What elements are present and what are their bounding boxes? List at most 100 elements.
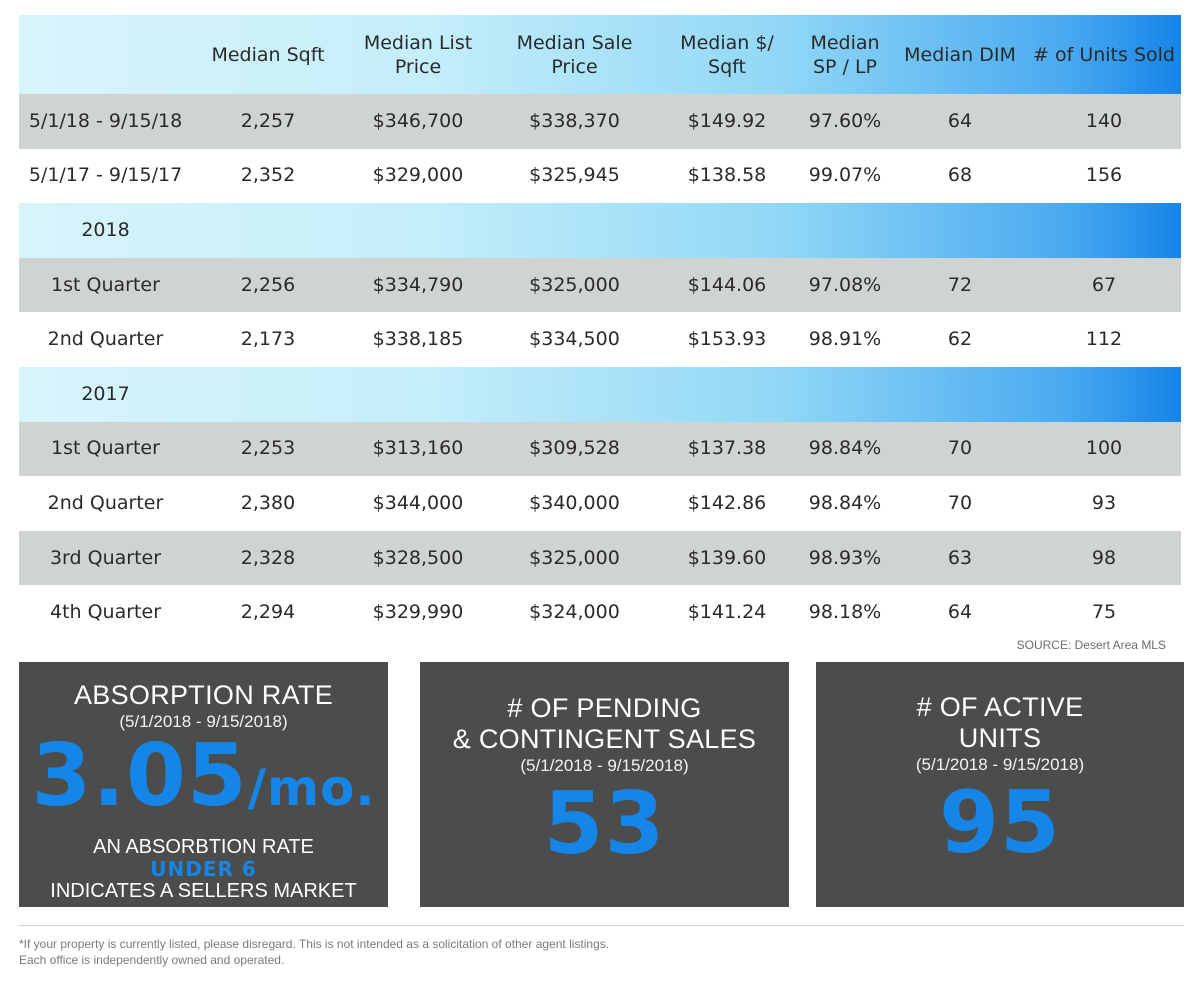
median-sale-price-cell: $334,500 [529,328,620,351]
absorption-value: 3.05/mo. [19,730,388,834]
table-row: 2nd Quarter 2,173 $338,185 $334,500 $153.93 9… [19,312,1181,367]
median-price-per-sqft-cell: $141.24 [687,601,767,624]
absorption-dates: (5/1/2018 - 9/15/2018) [119,712,288,731]
absorption-line1: AN ABSORBTION RATE [93,836,314,858]
median-sale-price-cell: $338,370 [529,109,620,132]
median-sqft-cell: 2,328 [240,546,296,569]
units-sold-cell: 140 [1085,109,1123,132]
header-median-list-price: Median List Price [344,15,492,94]
header-median-dim: Median DIM [904,43,1016,66]
footer-divider [19,925,1184,926]
header-line: Price [551,55,598,78]
median-sp-lp-cell: 98.91% [808,328,882,351]
row-label-cell: 1st Quarter [51,437,160,460]
year-section-row: 2017 [19,366,1181,422]
median-price-per-sqft-cell: $137.38 [687,437,767,460]
median-price-per-sqft-cell: $149.92 [687,109,767,132]
median-dim-cell: 68 [947,164,973,187]
table-row: 1st Quarter 2,256 $334,790 $325,000 $144.06 9… [19,257,1181,313]
row-label-cell: 5/1/17 - 9/15/17 [28,164,183,187]
median-list-price-cell: $338,185 [372,328,464,351]
table-row: 2nd Quarter 2,380 $344,000 $340,000 $142.86 9… [19,476,1181,531]
header-median-sale-price: Median Sale Price [492,15,657,94]
median-dim-cell: 62 [947,328,973,351]
median-sp-lp-cell: 97.08% [808,273,882,296]
disclaimer-line2: Each office is independently owned and o… [19,953,285,967]
year-label: 2018 [81,219,130,242]
units-sold-cell: 100 [1085,437,1123,460]
absorption-number: 3.05 [31,726,248,826]
header-line: Sqft [708,55,746,78]
median-list-price-cell: $328,500 [372,546,464,569]
pending-sales-panel: # OF PENDING & CONTINGENT SALES (5/1/201… [420,662,789,907]
row-label-cell: 1st Quarter [51,273,160,296]
header-units-sold: # of Units Sold [1033,43,1175,66]
median-sqft-cell: 2,380 [240,491,296,514]
median-dim-cell: 64 [947,601,973,624]
median-sqft-cell: 2,173 [240,328,296,351]
median-sp-lp-cell: 98.84% [808,491,882,514]
year-section-row: 2018 [19,203,1181,258]
units-sold-cell: 67 [1091,273,1117,296]
median-list-price-cell: $313,160 [372,437,464,460]
header-line: SP / LP [812,55,878,78]
median-list-price-cell: $344,000 [372,491,464,514]
median-sp-lp-cell: 98.93% [808,546,882,569]
header-line: Median List [363,31,473,54]
table-body: 5/1/18 - 9/15/18 2,257 $346,700 $338,370 $14… [19,94,1181,640]
median-dim-cell: 64 [947,109,973,132]
units-sold-cell: 93 [1091,491,1117,514]
units-sold-cell: 112 [1085,328,1123,351]
disclaimer: *If your property is currently listed, p… [19,936,609,968]
table-row: 5/1/18 - 9/15/18 2,257 $346,700 $338,370 $14… [19,94,1181,149]
pending-title-line2: & CONTINGENT SALES [452,724,757,754]
absorption-rate-panel: ABSORPTION RATE (5/1/2018 - 9/15/2018) 3… [19,662,388,907]
median-sp-lp-cell: 98.84% [808,437,882,460]
median-list-price-cell: $346,700 [372,109,464,132]
median-sp-lp-cell: 99.07% [808,164,882,187]
median-sale-price-cell: $324,000 [529,601,620,624]
median-list-price-cell: $334,790 [372,273,464,296]
row-label-cell: 5/1/18 - 9/15/18 [28,109,183,132]
active-title-line2: UNITS [958,723,1042,753]
median-sqft-cell: 2,256 [240,273,296,296]
header-line: Median [810,31,880,54]
market-stats-table: Median Sqft Median List Price Median Sale… [19,15,1181,640]
disclaimer-line1: *If your property is currently listed, p… [19,937,610,951]
header-line: Median Sale [516,31,633,54]
median-sqft-cell: 2,257 [240,109,296,132]
median-list-price-cell: $329,000 [372,164,464,187]
table-row: 4th Quarter 2,294 $329,990 $324,000 $141.24 9… [19,585,1181,640]
table-header-row: Median Sqft Median List Price Median Sale… [19,15,1181,94]
median-sp-lp-cell: 97.60% [808,109,882,132]
median-price-per-sqft-cell: $138.58 [687,164,767,187]
header-line: Median $/ [680,31,774,54]
units-sold-cell: 75 [1091,601,1117,624]
median-price-per-sqft-cell: $153.93 [687,328,767,351]
table-row: 5/1/17 - 9/15/17 2,352 $329,000 $325,945 $13… [19,148,1181,204]
table-row: 1st Quarter 2,253 $313,160 $309,528 $137.38 9… [19,421,1181,477]
table-row: 3rd Quarter 2,328 $328,500 $325,000 $139.60 9… [19,530,1181,586]
active-dates: (5/1/2018 - 9/15/2018) [915,755,1085,774]
median-dim-cell: 63 [947,546,973,569]
header-line: Price [394,55,442,78]
median-sale-price-cell: $325,000 [529,273,620,296]
median-dim-cell: 70 [947,437,973,460]
absorption-highlight: UNDER 6 [150,857,257,881]
row-label-cell: 4th Quarter [49,601,162,624]
active-value: 95 [939,773,1061,873]
median-price-per-sqft-cell: $144.06 [687,273,767,296]
year-label: 2017 [81,383,130,406]
pending-title-line1: # OF PENDING [507,693,702,723]
median-price-per-sqft-cell: $142.86 [687,491,767,514]
median-sp-lp-cell: 98.18% [808,601,882,624]
row-label-cell: 2nd Quarter [47,491,164,514]
median-dim-cell: 72 [947,273,973,296]
absorption-line2: INDICATES A SELLERS MARKET [50,880,357,902]
header-median-price-per-sqft: Median $/Sqft [657,15,797,94]
median-sqft-cell: 2,253 [240,437,296,460]
active-title-line1: # OF ACTIVE [916,692,1084,722]
source-note: SOURCE: Desert Area MLS [1016,638,1166,652]
absorption-title: ABSORPTION RATE [73,680,334,710]
header-median-sp-lp: Median SP / LP [797,15,893,94]
